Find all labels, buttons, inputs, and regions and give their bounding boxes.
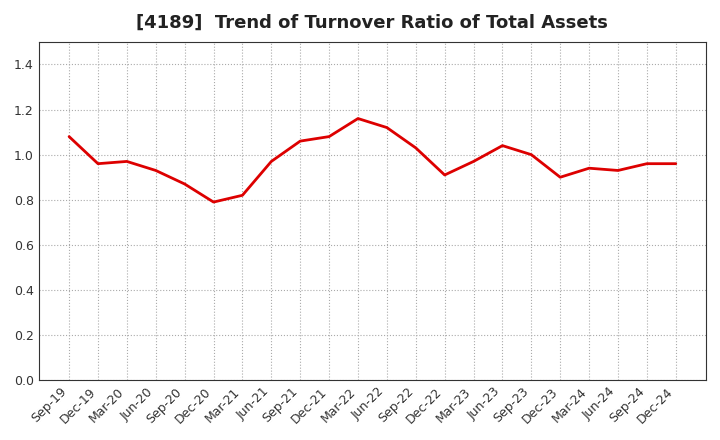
Title: [4189]  Trend of Turnover Ratio of Total Assets: [4189] Trend of Turnover Ratio of Total … [137,14,608,32]
